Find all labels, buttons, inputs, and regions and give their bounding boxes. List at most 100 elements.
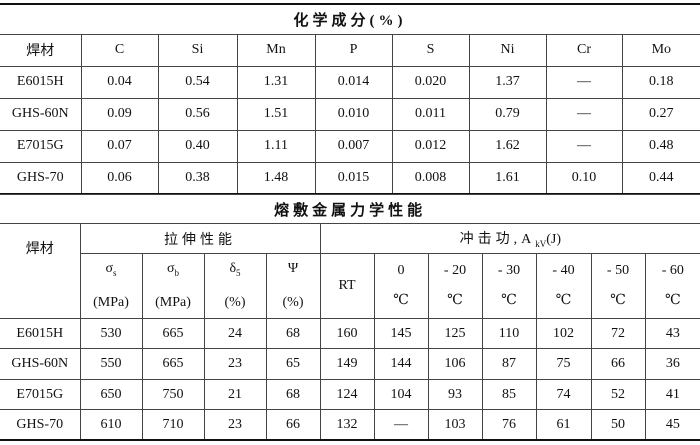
table-cell: 0.010 (314, 97, 393, 131)
header-symbol: Ψ (267, 254, 320, 288)
table-cell: 0.04 (80, 65, 159, 99)
table-cell: 0.56 (157, 97, 238, 131)
table-cell: 72 (590, 317, 646, 350)
table-cell: 1.61 (468, 161, 547, 195)
table-cell: 132 (319, 409, 375, 441)
table-row: GHS-70 0.06 0.38 1.48 0.015 0.008 1.61 0.10 0.44 (0, 161, 700, 195)
table-row: E7015G 0.07 0.40 1.11 0.007 0.012 1.62—0.48 (0, 129, 700, 163)
table-cell: 0.014 (314, 65, 393, 99)
symbol: σ (105, 261, 114, 276)
table-cell: E6015H (0, 65, 82, 99)
table-cell: 103 (427, 409, 483, 441)
column-header: S (391, 33, 470, 67)
table-cell: 75 (535, 348, 592, 380)
table-cell: 530 (79, 317, 143, 350)
table-cell: 45 (644, 409, 700, 441)
symbol: σ (166, 261, 175, 276)
table-cell: 1.37 (468, 65, 547, 99)
column-header: Mn (236, 33, 316, 67)
header-unit: (MPa) (93, 294, 129, 310)
temperature: - 30 (497, 262, 521, 278)
temperature: - 50 (606, 262, 630, 278)
table-cell: 0.09 (80, 97, 159, 131)
table-cell: 650 (79, 378, 143, 411)
table-cell: — (373, 409, 429, 441)
table-cell: 0.007 (314, 129, 393, 163)
table-cell: 61 (535, 409, 592, 441)
temperature-unit: ℃ (447, 292, 463, 308)
table-cell: 50 (590, 409, 646, 441)
table-cell: 0.40 (157, 129, 238, 163)
column-header: P (314, 33, 393, 67)
composition-title: 化学成分(%) (0, 3, 700, 35)
symbol-subscript: b (174, 267, 180, 278)
mechanical-title: 熔敷金属力学性能 (0, 194, 700, 224)
table-cell: 76 (481, 409, 537, 441)
column-header: 焊材 (0, 33, 82, 67)
symbol: Ψ (287, 261, 299, 276)
table-cell: 66 (590, 348, 646, 380)
table-cell: 665 (141, 348, 205, 380)
impact-group-header: 冲击功,AkV(J) (319, 223, 700, 254)
symbol-subscript: 5 (236, 267, 241, 278)
table-cell: 1.31 (236, 65, 316, 99)
temperature-unit: ℃ (555, 292, 572, 308)
table-cell: 0.38 (157, 161, 238, 195)
impact-label: 冲击功,A (459, 232, 536, 248)
table-cell: 65 (265, 348, 321, 380)
tensile-group-header: 拉伸性能 (79, 223, 321, 254)
table-cell: 0.06 (80, 161, 159, 195)
table-cell: 106 (427, 348, 483, 380)
impact-column-header: - 30 ℃ (481, 253, 537, 319)
impact-column-header: - 50 ℃ (590, 253, 646, 319)
temperature-unit: ℃ (393, 292, 409, 308)
table-cell: 66 (265, 409, 321, 441)
table-cell: 750 (141, 378, 205, 411)
impact-column-header: - 60 ℃ (644, 253, 700, 319)
table-cell: — (545, 65, 623, 99)
tensile-column-header: σb (MPa) (141, 253, 205, 319)
impact-column-header: - 20 ℃ (427, 253, 483, 319)
tensile-column-header: Ψ (%) (265, 253, 321, 319)
table-cell: 0.020 (391, 65, 470, 99)
table-cell: 125 (427, 317, 483, 350)
table-cell: 1.51 (236, 97, 316, 131)
temperature: RT (338, 277, 356, 293)
table-row: GHS-70 610 710 23 66 132—103 76 61 50 45 (0, 409, 700, 441)
table-cell: 104 (373, 378, 429, 411)
table-cell: — (545, 129, 623, 163)
table-cell: 23 (203, 409, 267, 441)
table-cell: 52 (590, 378, 646, 411)
header-unit: (%) (282, 294, 304, 310)
table-cell: 0.27 (621, 97, 700, 131)
table-cell: E7015G (0, 129, 82, 163)
material-header: 焊材 (0, 223, 81, 319)
impact-unit: (J) (546, 232, 562, 248)
header-symbol: δ5 (205, 254, 266, 288)
table-row: E6015H 0.04 0.54 1.31 0.014 0.020 1.37—0.18 (0, 65, 700, 99)
column-header: Mo (621, 33, 700, 67)
table-row: GHS-60N 0.09 0.56 1.51 0.010 0.011 0.79—0.27 (0, 97, 700, 131)
table-cell: 610 (79, 409, 143, 441)
table-cell: 74 (535, 378, 592, 411)
mechanical-header-row: σs (MPa) σb (MPa) δ5 (%) Ψ (%) RT 0 ℃ - 20 ℃ - 30 ℃ - 4… (0, 253, 700, 319)
table-cell: 24 (203, 317, 267, 350)
table-cell: GHS-70 (0, 161, 82, 195)
table-cell: 145 (373, 317, 429, 350)
table-cell: 23 (203, 348, 267, 380)
table-cell: E6015H (0, 317, 81, 350)
table-row: GHS-60N 550 665 23 65 149 144 106 87 75 66 36 (0, 348, 700, 380)
table-cell: 0.008 (391, 161, 470, 195)
temperature: - 20 (443, 262, 467, 278)
table-cell: 1.11 (236, 129, 316, 163)
table-cell: 149 (319, 348, 375, 380)
table-cell: 0.44 (621, 161, 700, 195)
table-cell: 0.015 (314, 161, 393, 195)
table-cell: GHS-60N (0, 97, 82, 131)
temperature: - 60 (661, 262, 684, 278)
table-cell: 21 (203, 378, 267, 411)
table-cell: 124 (319, 378, 375, 411)
column-header: Ni (468, 33, 547, 67)
column-header: Cr (545, 33, 623, 67)
table-cell: 710 (141, 409, 205, 441)
